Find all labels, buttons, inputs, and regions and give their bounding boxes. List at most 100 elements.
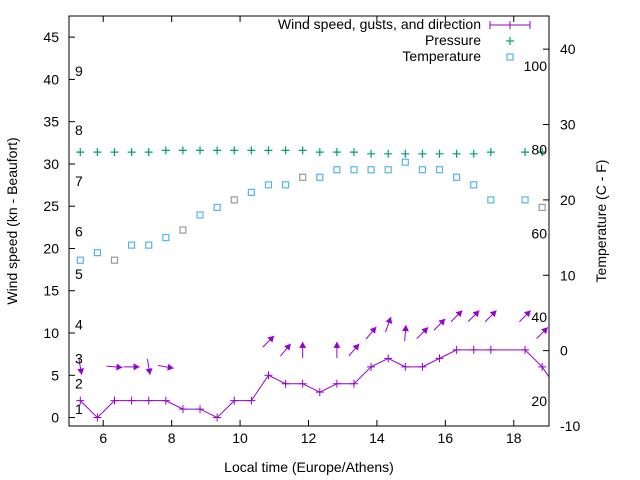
arrow-head [77, 368, 85, 375]
arrow-head [133, 363, 140, 371]
arrow-head [333, 341, 341, 348]
legend: Wind speed, gusts, and direction Pressur… [278, 16, 531, 64]
temperature-point [333, 166, 341, 174]
wind-direction-arrow [157, 363, 174, 371]
wind-speed-point [332, 379, 341, 388]
wind-speed-point [315, 388, 324, 397]
x-tick-label: 18 [506, 430, 522, 446]
pressure-point [93, 148, 102, 157]
temperature-point [384, 166, 392, 174]
y2-tick-label: 40 [560, 41, 576, 57]
arrow-head [267, 335, 275, 343]
pressure-point [76, 148, 85, 157]
wind-speed-point [230, 396, 239, 405]
beaufort-label: 3 [75, 350, 83, 366]
temperature-point [264, 181, 273, 189]
wind-speed-point [538, 362, 547, 371]
temperature-point [281, 181, 290, 189]
arrow-head [299, 341, 307, 348]
wind-speed-point [418, 362, 427, 371]
x-tick-label: 10 [232, 430, 248, 446]
wind-speed-point [281, 379, 290, 388]
y-tick-label: 5 [51, 367, 59, 383]
pressure-point [110, 148, 119, 157]
pressure-point [349, 148, 358, 157]
fahrenheit-label: 20 [531, 393, 547, 409]
y-tick-label: 30 [43, 156, 59, 172]
beaufort-label: 4 [75, 317, 83, 333]
temperature-point [299, 173, 307, 181]
y2-tick-label: 0 [560, 343, 568, 359]
wind-direction-arrow [536, 326, 549, 340]
temperature-point [316, 173, 324, 181]
arrow-head [284, 343, 291, 351]
temperature-point [470, 181, 478, 189]
wind-direction-arrow [450, 310, 463, 323]
temperature-point [93, 249, 101, 257]
arrow-head [489, 310, 497, 318]
beaufort-label: 1 [75, 401, 83, 417]
x-tick-label: 6 [99, 430, 107, 446]
wind-direction-arrow [519, 310, 532, 323]
x-tick-label: 16 [438, 430, 454, 446]
arrow-head [455, 310, 463, 318]
wind-direction-arrow [348, 343, 360, 357]
plot-border [68, 15, 550, 427]
arrow-head [523, 310, 531, 318]
temperature-point [76, 256, 84, 264]
pressure-point [281, 146, 290, 155]
wind-speed-point [127, 396, 136, 405]
wind-speed-point [264, 371, 273, 380]
arrow-head [116, 363, 123, 371]
wind-direction-arrow [77, 358, 85, 375]
wind-speed-point [247, 396, 256, 405]
y2-tick-label: 20 [560, 192, 576, 208]
arrow-head [145, 368, 153, 375]
wind-direction-arrow [145, 358, 153, 375]
y-tick-label: 25 [43, 198, 59, 214]
wind-direction-arrow [280, 343, 292, 357]
pressure-point [230, 146, 239, 155]
wind-speed-point [93, 413, 102, 422]
temperature-point [367, 166, 375, 174]
temperature-point [538, 203, 546, 212]
temperature-point [350, 166, 358, 174]
temperature-point [145, 241, 153, 249]
beaufort-label: 6 [75, 224, 83, 240]
pressure-point [435, 149, 444, 158]
legend-swatch-temperature [506, 53, 514, 61]
temperature-point [213, 203, 221, 212]
wind-speed-point [161, 396, 170, 405]
temperature-point [179, 226, 187, 234]
wind-direction-arrow [484, 310, 497, 323]
pressure-point [127, 148, 136, 157]
pressure-point [332, 148, 341, 157]
fahrenheit-label: 60 [531, 225, 547, 241]
x-tick-label: 14 [369, 430, 385, 446]
arrow-head [369, 326, 377, 334]
legend-label-pressure: Pressure [425, 32, 481, 48]
pressure-point [161, 146, 170, 155]
wind-direction-arrow [416, 326, 429, 340]
wind-direction-arrow [106, 363, 123, 371]
wind-speed-point [144, 396, 153, 405]
pressure-point [401, 149, 410, 158]
wind-speed-point [367, 362, 376, 371]
temperature-point [128, 241, 136, 249]
legend-label-wind: Wind speed, gusts, and direction [278, 16, 481, 32]
temperature-point [435, 166, 444, 174]
temperature-point [418, 166, 427, 174]
fahrenheit-label: 100 [524, 58, 548, 74]
wind-speed-point [349, 379, 358, 388]
pressure-point [315, 148, 324, 157]
pressure-point [452, 149, 461, 158]
y-tick-label: 35 [43, 114, 59, 130]
temperature-point [487, 196, 495, 204]
arrow-head [167, 363, 174, 371]
y-tick-label: 20 [43, 240, 59, 256]
pressure-point [521, 148, 530, 157]
beaufort-label: 9 [75, 63, 83, 79]
plot-marks [76, 146, 549, 422]
wind-direction-arrow [467, 310, 480, 323]
